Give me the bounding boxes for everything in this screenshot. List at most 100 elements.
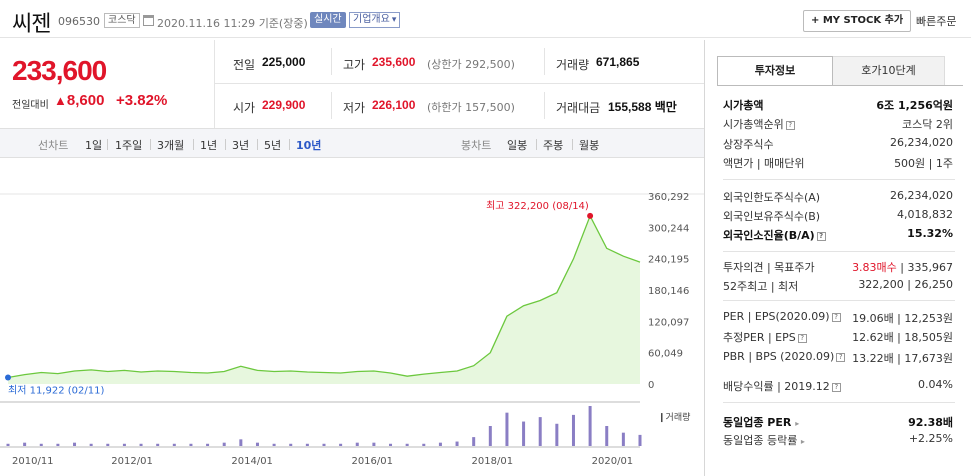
stock-code: 096530 [58, 15, 100, 28]
divider [536, 139, 537, 150]
low-label: 저가 [343, 101, 366, 115]
dividend-label: 배당수익률 | 2019.12 [723, 380, 830, 393]
amount-label: 거래대금 [556, 101, 601, 115]
info-icon[interactable]: ? [785, 120, 795, 130]
tab-orderbook[interactable]: 호가10단계 [833, 56, 945, 86]
candle-monthly[interactable]: 월봉 [579, 139, 600, 152]
divider [331, 92, 332, 119]
volume-bar [588, 406, 592, 446]
candle-weekly[interactable]: 주봉 [543, 139, 564, 152]
volume-bar [621, 432, 625, 446]
y-tick-label: 360,292 [648, 192, 689, 203]
divider [225, 139, 226, 150]
volume-bar [322, 443, 326, 446]
foreign-hold-label: 외국인보유주식수(B) [723, 210, 821, 223]
sector-per-link[interactable]: 동일업종 PER ▸ [723, 414, 799, 430]
quote-datetime: 2020.11.16 11:29 기준(장중) [157, 15, 308, 31]
price-chart-svg: 360,292 300,244 240,195 180,146 120,097 60,04… [0, 192, 704, 467]
opinion-label: 투자의견 | 목표주가 [723, 261, 815, 274]
high-value: 235,600 [372, 55, 416, 69]
info-icon[interactable]: ? [831, 312, 841, 322]
company-overview-label: 기업개요 [353, 14, 390, 25]
info-icon[interactable]: ? [831, 382, 841, 392]
volume-bar [422, 443, 426, 446]
y-tick-label: 300,244 [648, 223, 689, 234]
per-label-wrap: PER | EPS(2020.09)? [723, 310, 841, 323]
info-icon[interactable]: ? [797, 333, 807, 343]
par-row: 액면가 | 매매단위 500원 | 1주 [723, 155, 953, 172]
divider [572, 139, 573, 150]
current-price: 233,600 [12, 55, 107, 86]
low-label: 최저 11,922 (02/11) [8, 384, 104, 396]
y-tick-label: 60,049 [648, 349, 683, 360]
foreign-limit-value: 26,234,020 [890, 189, 953, 202]
per-row: PER | EPS(2020.09)? 19.06배 | 12,253원 [723, 310, 953, 327]
info-icon[interactable]: ? [816, 231, 826, 241]
volume-label: 거래량 [556, 58, 590, 72]
period-10y[interactable]: 10년 [296, 139, 322, 152]
company-overview-dropdown[interactable]: 기업개요 ▾ [349, 12, 401, 28]
candle-chart-label: 봉차트 [461, 139, 492, 152]
volume-bar [73, 442, 77, 446]
divider [214, 40, 215, 128]
period-1d[interactable]: 1일 [85, 139, 103, 152]
market-cap-rank-value: 코스닥 2위 [902, 118, 953, 131]
period-3y[interactable]: 3년 [232, 139, 250, 152]
tab-investment-info[interactable]: 투자정보 [717, 56, 833, 86]
period-1w[interactable]: 1주일 [115, 139, 143, 152]
est-per-label: 추정PER | EPS [723, 331, 796, 344]
info-icon[interactable]: ? [836, 352, 846, 362]
prev-close-value: 225,000 [262, 55, 306, 69]
foreign-ratio-value: 15.32% [907, 227, 953, 240]
high-label: 최고 322,200 (08/14) [486, 200, 589, 212]
w52-row: 52주최고 | 최저 322,200 | 26,250 [723, 278, 953, 295]
volume-bar [438, 442, 442, 446]
divider [544, 92, 545, 119]
per-label: PER | EPS(2020.09) [723, 310, 830, 323]
add-my-stock-button[interactable]: + MY STOCK 추가 [803, 10, 912, 32]
low-marker [5, 374, 11, 381]
y-tick-label: 0 [648, 380, 654, 391]
pbr-row: PBR | BPS (2020.09)? 13.22배 | 17,673원 [723, 350, 953, 367]
volume-bar [538, 417, 542, 446]
high-marker [587, 212, 594, 219]
pbr-label: PBR | BPS (2020.09) [723, 350, 835, 363]
open-label: 시가 [233, 101, 256, 115]
volume-bar [106, 443, 110, 446]
price-chart[interactable]: 360,292 300,244 240,195 180,146 120,097 60,04… [0, 160, 704, 476]
opinion-rating: 3.83매수 [852, 261, 897, 274]
x-tick-label: 2014/01 [231, 456, 273, 467]
market-cap-rank-label-wrap: 시가총액순위? [723, 116, 795, 132]
dividend-row: 배당수익률 | 2019.12? 0.04% [723, 378, 953, 395]
market-cap-rank-label: 시가총액순위 [723, 118, 784, 131]
volume-value: 671,865 [596, 55, 640, 69]
x-tick-label: 2012/01 [111, 456, 153, 467]
volume-bar [122, 443, 126, 446]
period-5y[interactable]: 5년 [264, 139, 282, 152]
divider [544, 48, 545, 75]
price-summary: 233,600 전일대비 ▲8,600 +3.82% 전일 225,000 고가… [0, 40, 704, 128]
upper-limit: (상한가 292,500) [427, 58, 515, 71]
low-value: 226,100 [372, 98, 416, 112]
period-3m[interactable]: 3개월 [157, 139, 185, 152]
chart-period-bar: 선차트 1일 1주일 3개월 1년 3년 5년 10년 봉차트 일봉 주봉 월봉 [0, 128, 704, 158]
open-value: 229,900 [262, 98, 306, 112]
volume-bar [206, 443, 210, 446]
shares-label: 상장주식수 [723, 138, 774, 151]
price-area [8, 215, 640, 384]
volume-label: ❙거래량 [658, 411, 690, 423]
quick-order-link[interactable]: 빠른주문 [916, 15, 957, 28]
high-label: 고가 [343, 58, 366, 72]
volume-bar [522, 421, 526, 446]
realtime-button[interactable]: 실시간 [310, 12, 346, 28]
candle-daily[interactable]: 일봉 [507, 139, 528, 152]
market-cap-row: 시가총액 6조 1,256억원 [723, 97, 953, 114]
sector-change-value: +2.25% [908, 432, 953, 445]
volume-bar [189, 443, 193, 446]
dividend-value: 0.04% [918, 378, 953, 391]
sector-change-link[interactable]: 동일업종 등락률 ▸ [723, 432, 805, 448]
period-1y[interactable]: 1년 [200, 139, 218, 152]
y-tick-label: 120,097 [648, 317, 689, 328]
sector-per-label: 동일업종 PER [723, 416, 792, 429]
volume-bar [272, 443, 276, 446]
